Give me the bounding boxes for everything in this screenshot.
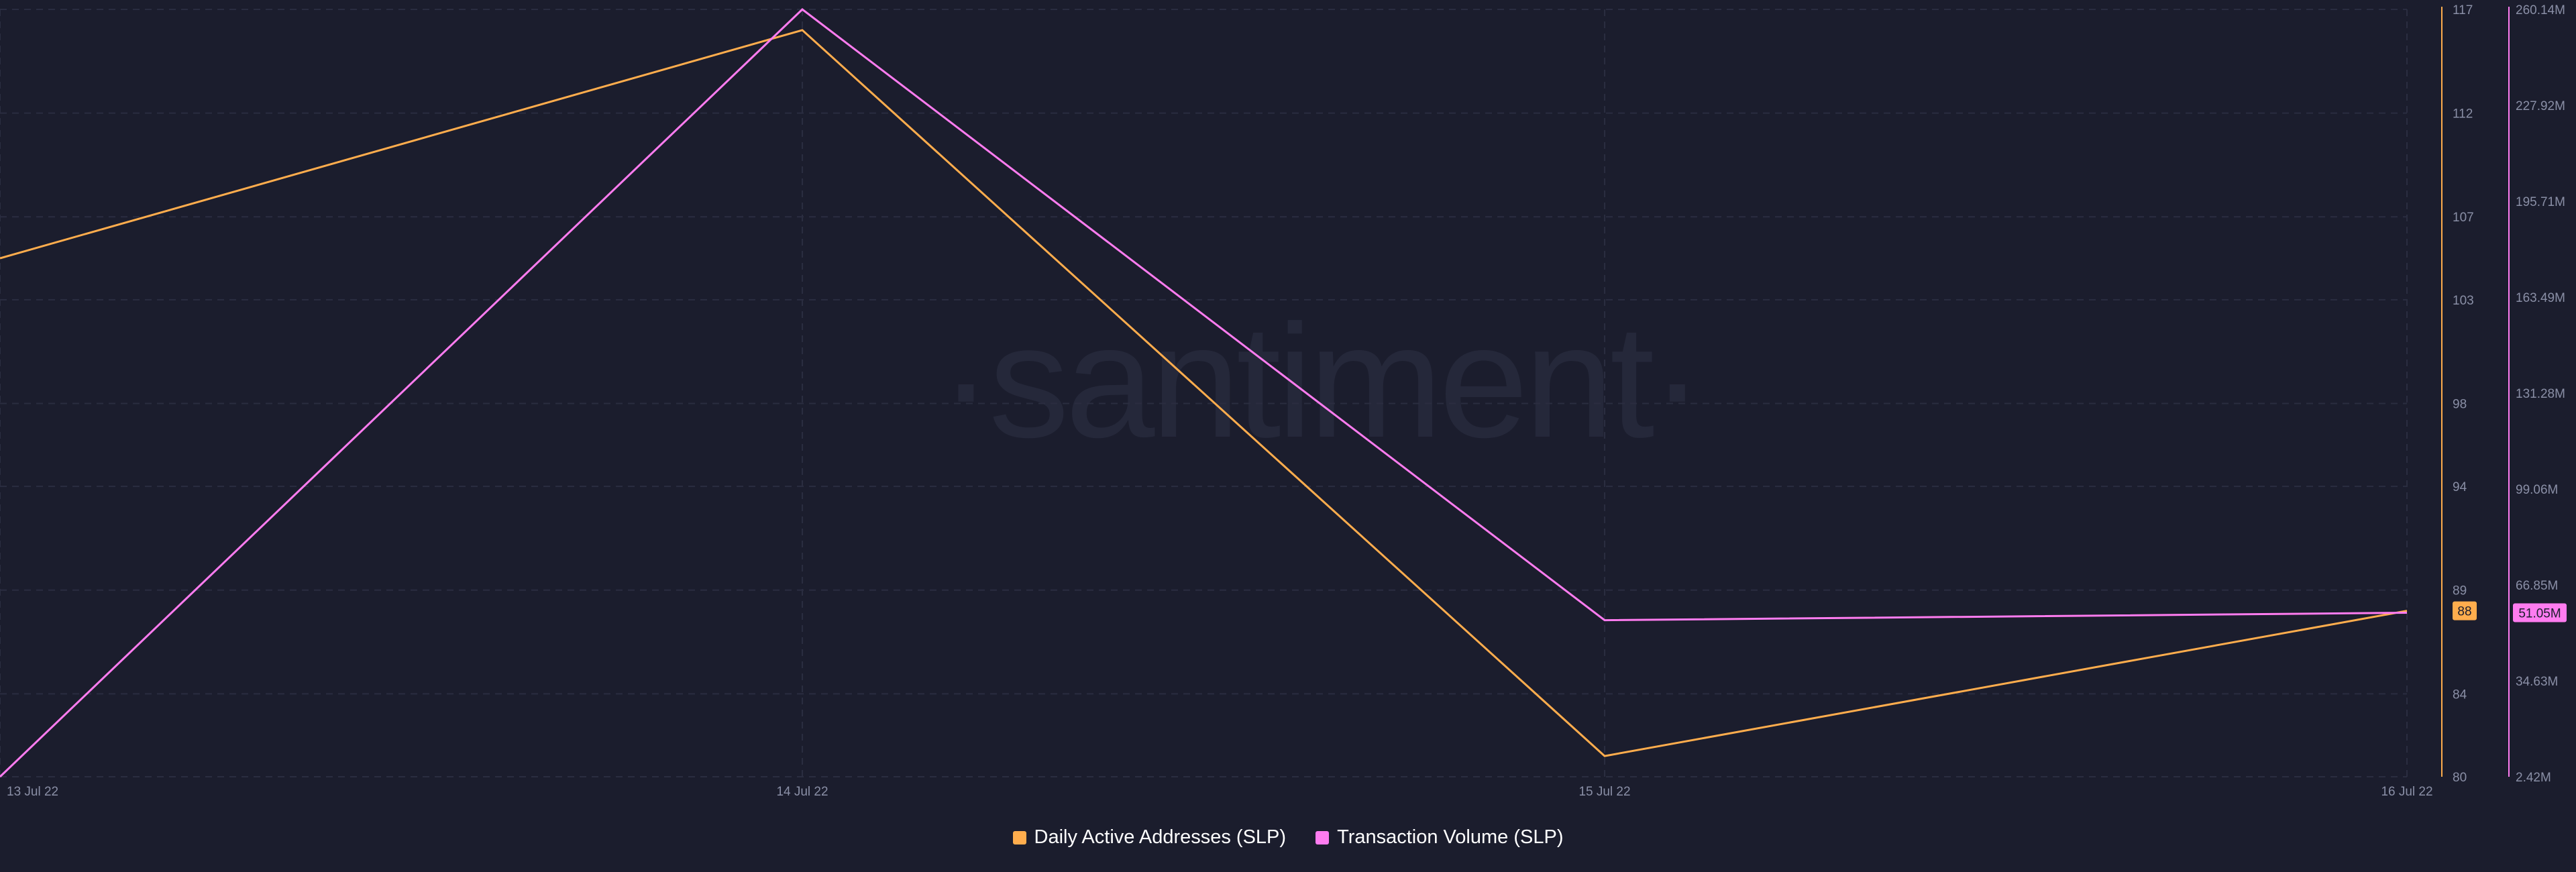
x-tick-label: 13 Jul 22 xyxy=(7,785,58,799)
x-tick-label: 16 Jul 22 xyxy=(2381,785,2432,799)
right-y-tick-label: 227.92M xyxy=(2516,99,2565,113)
x-tick-label: 15 Jul 22 xyxy=(1578,785,1630,799)
right-y-tick-label: 163.49M xyxy=(2516,291,2565,305)
legend-swatch-orange xyxy=(1012,830,1026,844)
right-y-tick-label: 99.06M xyxy=(2516,483,2558,497)
left-y-tick-label: 103 xyxy=(2453,294,2474,308)
left-y-tick-label: 117 xyxy=(2453,3,2473,17)
right-y-tick-label: 195.71M xyxy=(2516,195,2565,209)
legend-item-transaction-volume[interactable]: Transaction Volume (SLP) xyxy=(1316,826,1563,849)
legend-label: Transaction Volume (SLP) xyxy=(1337,826,1564,848)
legend-item-daily-active-addresses[interactable]: Daily Active Addresses (SLP) xyxy=(1012,826,1287,849)
right-y-tick-label: 131.28M xyxy=(2516,387,2565,401)
last-value-text: 51.05M xyxy=(2518,607,2561,621)
legend-label: Daily Active Addresses (SLP) xyxy=(1034,826,1287,848)
right-y-tick-label: 34.63M xyxy=(2516,675,2558,689)
x-tick-label: 14 Jul 22 xyxy=(776,785,828,799)
transaction-volume-line xyxy=(0,8,2408,778)
chart-legend: Daily Active Addresses (SLP) Transaction… xyxy=(0,826,2576,849)
left-y-tick-label: 84 xyxy=(2453,688,2467,702)
legend-swatch-pink xyxy=(1316,830,1330,844)
left-y-tick-label: 94 xyxy=(2453,480,2467,494)
daily-active-addresses-line xyxy=(0,29,2408,757)
right-y-tick-label: 66.85M xyxy=(2516,579,2558,593)
left-y-tick-label: 89 xyxy=(2453,584,2467,598)
last-value-text: 88 xyxy=(2457,605,2471,619)
right-y-tick-label: 260.14M xyxy=(2516,3,2565,17)
last-value-badge-transaction-volume xyxy=(2513,603,2567,622)
left-y-tick-label: 98 xyxy=(2453,397,2467,411)
left-y-tick-label: 112 xyxy=(2453,107,2473,121)
santiment-watermark: ·santiment· xyxy=(939,291,1704,471)
last-value-badge-daily-active-addresses xyxy=(2453,601,2477,620)
left-y-tick-label: 80 xyxy=(2453,771,2467,785)
right-y-tick-label: 2.42M xyxy=(2516,771,2551,785)
left-y-tick-label: 107 xyxy=(2453,211,2474,225)
